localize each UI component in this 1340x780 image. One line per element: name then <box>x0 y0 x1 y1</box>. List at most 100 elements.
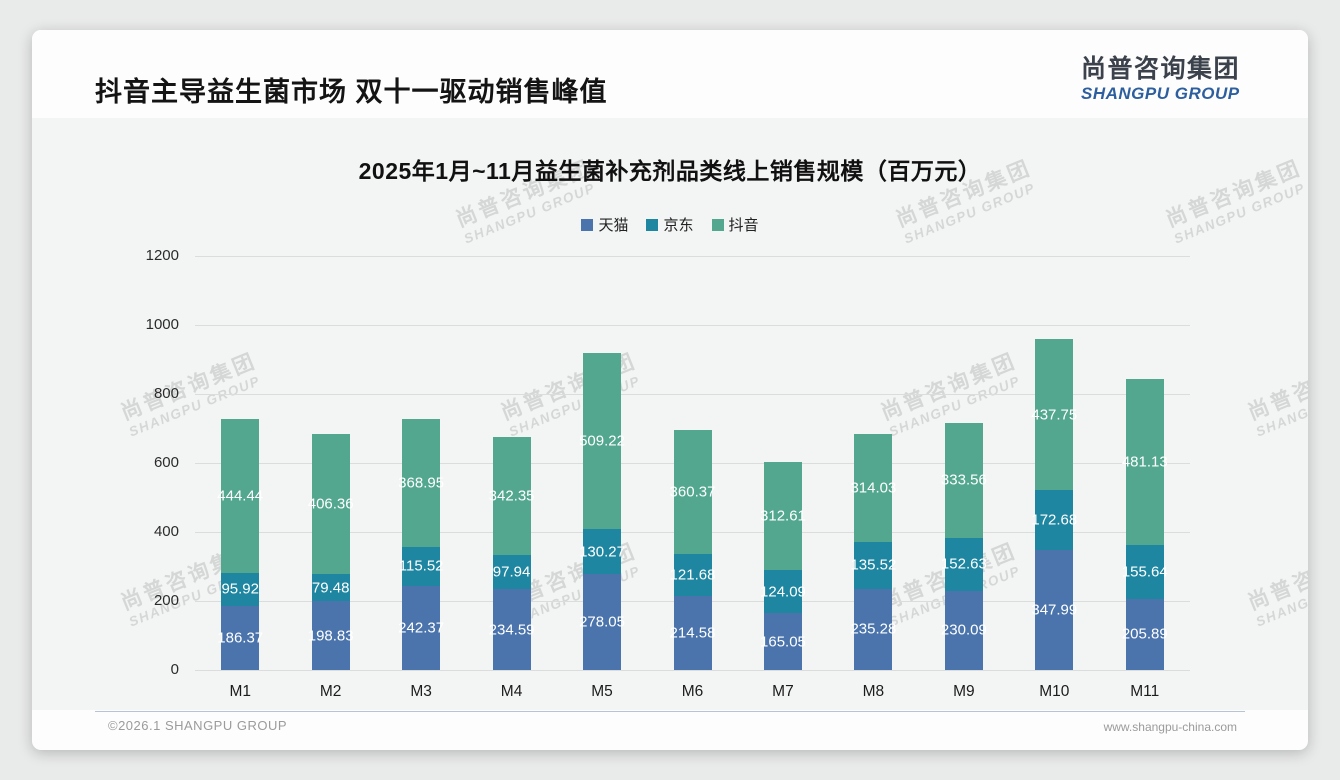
y-axis-tick-label: 400 <box>153 523 179 540</box>
x-axis-label-M11: M11 <box>1130 683 1160 700</box>
bar-segment-M1-3: 444.44 <box>217 419 263 573</box>
footer-divider <box>95 711 1245 712</box>
legend-label: 京东 <box>663 217 694 234</box>
y-axis-tick-label: 0 <box>170 661 179 678</box>
y-axis-tick-label: 200 <box>153 592 179 609</box>
x-axis-label-M9: M9 <box>953 683 975 700</box>
x-axis-label-M5: M5 <box>591 683 613 700</box>
bar-segment-M3-1: 242.37 <box>398 586 444 670</box>
logo-text-cn: 尚普咨询集团 <box>1080 55 1240 83</box>
bar-segment-M9-3: 333.56 <box>941 422 987 538</box>
bar-segment-M2-1: 198.83 <box>308 601 354 670</box>
page-title: 抖音主导益生菌市场 双十一驱动销售峰值 <box>95 77 608 107</box>
bar-segment-M11-2: 155.64 <box>1122 545 1168 599</box>
x-axis-label-M1: M1 <box>229 683 251 700</box>
bar-value-label: 342.35 <box>488 487 535 505</box>
bar-segment-M1-1: 186.37 <box>217 605 263 670</box>
bar-segment-M8-3: 314.03 <box>850 433 896 543</box>
bar-value-label: 172.68 <box>1031 511 1078 529</box>
bar-segment-M6-1: 214.58 <box>670 595 715 670</box>
bar-segment-M10-2: 172.68 <box>1031 490 1077 550</box>
x-axis-label-M10: M10 <box>1039 683 1070 700</box>
bar-segment-M3-3: 368.95 <box>398 419 444 547</box>
gridline <box>195 393 1190 395</box>
bar-value-label: 152.63 <box>940 555 987 573</box>
legend-label: 天猫 <box>598 217 629 234</box>
bar-segment-M6-3: 360.37 <box>670 429 715 554</box>
bar-segment-M3-2: 115.52 <box>399 546 444 587</box>
bar-segment-M7-3: 312.61 <box>760 462 806 571</box>
bar-segment-M2-3: 406.36 <box>308 433 354 574</box>
plot-area: 0 200 400 600 800 1000 1200 186.37 95.92 444.44 M1… <box>146 247 1190 700</box>
footer-copyright: ©2026.1 SHANGPU GROUP <box>108 718 288 733</box>
x-axis-label-M7: M7 <box>772 683 794 700</box>
x-axis-label-M2: M2 <box>319 683 342 700</box>
bar-value-label: 481.13 <box>1121 453 1168 471</box>
legend-label: 抖音 <box>728 217 759 234</box>
bar-segment-M5-2: 130.27 <box>579 529 625 575</box>
y-axis-tick-label: 600 <box>153 454 179 471</box>
bar-value-label: 347.99 <box>1031 601 1078 619</box>
bar-segment-M4-3: 342.35 <box>489 437 535 556</box>
chart-legend: 天猫 京东 抖音 <box>32 214 1308 235</box>
gridline <box>195 324 1190 326</box>
logo-text-en: SHANGPU GROUP <box>1080 83 1240 103</box>
bar-value-label: 437.75 <box>1031 406 1078 424</box>
bar-value-label: 333.56 <box>940 471 987 489</box>
bar-value-label: 360.37 <box>669 483 716 501</box>
bar-segment-M7-2: 124.09 <box>760 570 806 614</box>
bar-value-label: 97.94 <box>492 563 531 581</box>
header: 抖音主导益生菌市场 双十一驱动销售峰值 尚普咨询集团 SHANGPU GROUP <box>32 30 1308 118</box>
bar-value-label: 230.09 <box>940 621 987 639</box>
bar-value-label: 124.09 <box>760 583 806 601</box>
bar-value-label: 278.05 <box>579 613 625 631</box>
bar-segment-M5-1: 278.05 <box>579 574 625 670</box>
bar-value-label: 234.59 <box>488 621 535 639</box>
bar-segment-M9-2: 152.63 <box>941 537 987 591</box>
bar-value-label: 186.37 <box>217 629 264 647</box>
gridline <box>195 669 1190 671</box>
bar-value-label: 242.37 <box>398 619 445 637</box>
x-axis-label-M8: M8 <box>862 683 885 700</box>
y-axis-tick-label: 800 <box>153 385 179 402</box>
bar-value-label: 198.83 <box>307 627 354 645</box>
gridline <box>195 255 1190 257</box>
bar-value-label: 205.89 <box>1121 625 1168 643</box>
bar-value-label: 509.22 <box>579 432 625 450</box>
legend-swatch-icon <box>646 218 659 231</box>
bar-segment-M4-1: 234.59 <box>489 589 535 670</box>
company-logo: 尚普咨询集团 SHANGPU GROUP <box>1080 55 1240 103</box>
legend-item-天猫: 天猫 <box>581 214 628 235</box>
bar-segment-M4-2: 97.94 <box>492 555 531 590</box>
legend-swatch-icon <box>711 218 724 231</box>
bar-value-label: 235.28 <box>850 620 897 638</box>
bar-value-label: 155.64 <box>1121 563 1168 581</box>
footer-url: www.shangpu-china.com <box>1103 720 1237 734</box>
bar-value-label: 406.36 <box>307 495 354 513</box>
bar-value-label: 314.03 <box>850 479 897 497</box>
bar-segment-M7-1: 165.05 <box>760 613 806 670</box>
legend-item-京东: 京东 <box>646 214 694 235</box>
bar-segment-M10-1: 347.99 <box>1031 549 1077 670</box>
bar-segment-M8-1: 235.28 <box>850 588 896 670</box>
chart-title: 2025年1月~11月益生菌补充剂品类线上销售规模（百万元） <box>358 158 982 184</box>
y-axis-tick-label: 1200 <box>145 247 179 264</box>
bar-segment-M9-1: 230.09 <box>941 590 987 670</box>
legend-item-抖音: 抖音 <box>711 214 759 235</box>
legend-swatch-icon <box>581 218 594 231</box>
bar-value-label: 79.48 <box>311 579 350 597</box>
x-axis-label-M3: M3 <box>410 683 432 700</box>
bar-segment-M2-2: 79.48 <box>311 574 350 602</box>
y-axis-tick-label: 1000 <box>145 316 179 333</box>
bar-segment-M10-3: 437.75 <box>1031 339 1077 491</box>
bar-value-label: 130.27 <box>579 543 625 561</box>
bar-segment-M11-1: 205.89 <box>1122 598 1168 670</box>
bar-value-label: 135.52 <box>850 556 897 574</box>
bar-value-label: 115.52 <box>398 557 444 575</box>
bar-segment-M8-2: 135.52 <box>850 542 896 589</box>
x-axis-label-M4: M4 <box>500 683 523 700</box>
bar-segment-M1-2: 95.92 <box>221 572 260 606</box>
bar-value-label: 444.44 <box>217 487 264 505</box>
bar-value-label: 368.95 <box>398 474 445 492</box>
